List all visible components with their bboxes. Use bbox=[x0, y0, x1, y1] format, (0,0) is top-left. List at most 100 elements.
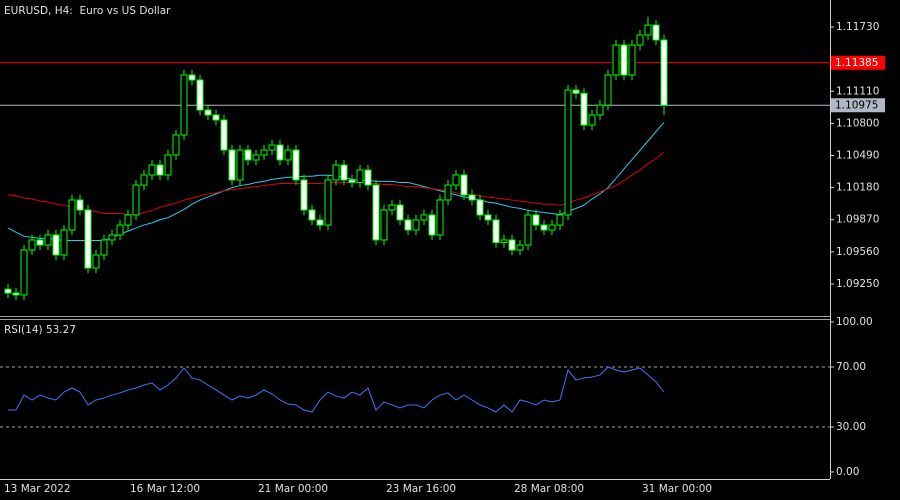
candle-body bbox=[596, 104, 604, 116]
candle-body bbox=[68, 199, 76, 231]
x-tick-label: 16 Mar 12:00 bbox=[130, 483, 200, 495]
candle-body bbox=[252, 154, 260, 161]
candle-body bbox=[524, 214, 532, 246]
candle-body bbox=[420, 214, 428, 221]
candle-body bbox=[364, 169, 372, 186]
price-level-label: 1.11385 bbox=[835, 57, 878, 69]
price-level-box bbox=[831, 55, 885, 70]
candle-body bbox=[580, 92, 588, 126]
candle-body bbox=[484, 214, 492, 221]
y-tick-label: 1.10490 bbox=[836, 150, 879, 162]
candle-body bbox=[276, 144, 284, 161]
candle-body bbox=[612, 44, 620, 76]
candle-body bbox=[284, 149, 292, 161]
price-level-label: 1.10975 bbox=[835, 99, 878, 111]
candle-body bbox=[468, 194, 476, 201]
candle-body bbox=[588, 114, 596, 126]
candle-body bbox=[660, 39, 668, 106]
candle-body bbox=[124, 214, 132, 226]
candle-body bbox=[308, 209, 316, 221]
y-tick-label: 1.09250 bbox=[836, 278, 879, 290]
candle-body bbox=[92, 254, 100, 269]
y-tick-label: 1.10800 bbox=[836, 117, 879, 129]
candle-body bbox=[620, 44, 628, 76]
candle-body bbox=[532, 214, 540, 226]
y-tick-label: 1.09560 bbox=[836, 246, 879, 258]
candle-body bbox=[476, 199, 484, 216]
x-tick-label: 13 Mar 2022 bbox=[4, 483, 71, 495]
candle-body bbox=[108, 234, 116, 241]
candle-body bbox=[4, 288, 12, 294]
candle-body bbox=[148, 164, 156, 176]
y-tick-label: 1.09870 bbox=[836, 214, 879, 226]
candle-body bbox=[324, 179, 332, 226]
candle-body bbox=[164, 154, 172, 176]
y-tick-label: 1.11730 bbox=[836, 21, 879, 33]
candle-body bbox=[300, 179, 308, 211]
candle-body bbox=[548, 224, 556, 231]
candle-body bbox=[460, 174, 468, 196]
candle-body bbox=[116, 224, 124, 236]
candle-body bbox=[204, 109, 212, 116]
candle-body bbox=[452, 174, 460, 186]
candle-body bbox=[628, 44, 636, 76]
candle-body bbox=[412, 219, 420, 231]
candle-body bbox=[428, 214, 436, 236]
candle-body bbox=[236, 149, 244, 181]
candle-body bbox=[388, 204, 396, 211]
candle-body bbox=[260, 149, 268, 156]
x-tick-label: 23 Mar 16:00 bbox=[386, 483, 456, 495]
candle-body bbox=[644, 24, 652, 36]
candle-body bbox=[36, 239, 44, 246]
candle-body bbox=[508, 239, 516, 251]
candle-body bbox=[228, 149, 236, 181]
candle-body bbox=[60, 229, 68, 256]
x-tick-label: 21 Mar 00:00 bbox=[258, 483, 328, 495]
candle-body bbox=[500, 239, 508, 244]
candle-body bbox=[356, 169, 364, 183]
candle-body bbox=[636, 34, 644, 46]
candle-body bbox=[156, 164, 164, 176]
y-tick-label: 70.00 bbox=[836, 361, 866, 373]
candle-body bbox=[652, 24, 660, 41]
candle-body bbox=[516, 244, 524, 251]
candle-body bbox=[44, 234, 52, 246]
candle-body bbox=[76, 199, 84, 211]
y-tick-label: 1.10180 bbox=[836, 182, 879, 194]
candle-body bbox=[180, 74, 188, 136]
candle-body bbox=[332, 164, 340, 181]
candle-body bbox=[316, 219, 324, 226]
candle-body bbox=[100, 239, 108, 256]
price-level-box bbox=[831, 98, 885, 113]
candle-body bbox=[212, 114, 220, 121]
candle-body bbox=[604, 74, 612, 106]
candle-body bbox=[564, 89, 572, 216]
candle-body bbox=[292, 149, 300, 181]
candle-body bbox=[52, 234, 60, 256]
candle-body bbox=[220, 119, 228, 151]
candle-body bbox=[444, 184, 452, 201]
candle-body bbox=[396, 204, 404, 221]
candle-body bbox=[340, 164, 348, 181]
rsi-line bbox=[8, 366, 665, 413]
candle-body bbox=[20, 249, 28, 296]
candle-body bbox=[28, 239, 36, 251]
candle-body bbox=[372, 184, 380, 241]
y-tick-label: 1.11110 bbox=[836, 85, 879, 97]
candle-body bbox=[188, 74, 196, 81]
candle-body bbox=[244, 149, 252, 161]
candle-body bbox=[540, 224, 548, 231]
candle-body bbox=[172, 134, 180, 156]
candle-body bbox=[84, 209, 92, 269]
x-tick-label: 31 Mar 00:00 bbox=[642, 483, 712, 495]
candle-body bbox=[572, 89, 580, 94]
candle-body bbox=[380, 209, 388, 241]
candle-body bbox=[140, 174, 148, 186]
x-tick-label: 28 Mar 08:00 bbox=[514, 483, 584, 495]
y-tick-label: 100.00 bbox=[836, 316, 873, 328]
candle-body bbox=[196, 79, 204, 111]
chart-title: EURUSD, H4: Euro vs US Dollar bbox=[4, 5, 171, 17]
candle-body bbox=[492, 219, 500, 244]
candle-body bbox=[132, 184, 140, 216]
